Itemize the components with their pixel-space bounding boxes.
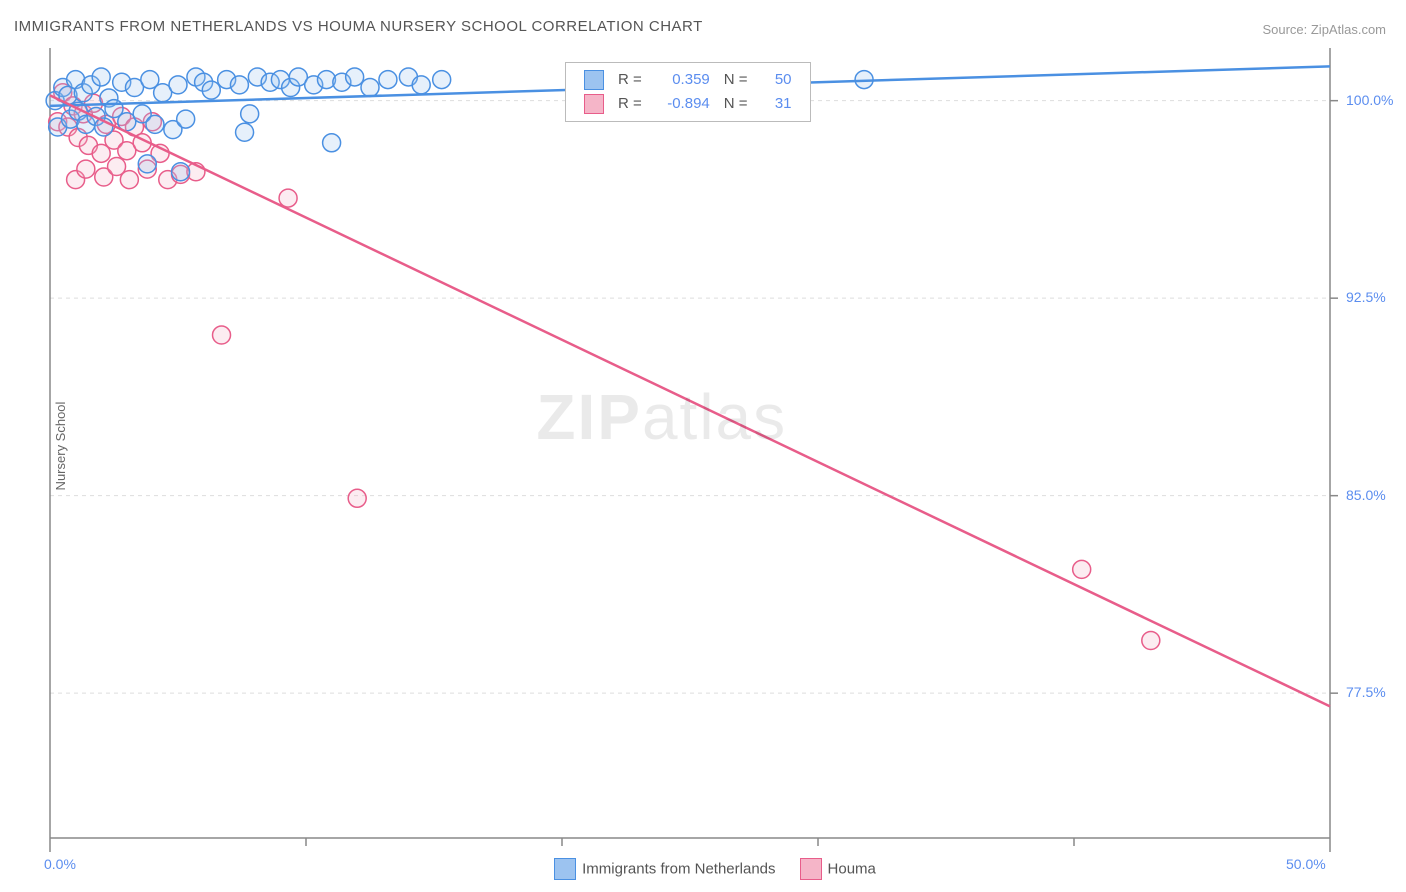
footer-legend: Immigrants from Netherlands Houma — [0, 858, 1406, 880]
x-tick-label: 50.0% — [1286, 856, 1326, 872]
y-tick-label: 85.0% — [1346, 487, 1386, 503]
legend-label: Houma — [828, 861, 876, 878]
legend-swatch — [554, 858, 576, 880]
legend-swatch — [584, 94, 604, 114]
correlation-chart — [0, 0, 1406, 892]
y-tick-label: 92.5% — [1346, 289, 1386, 305]
stats-legend-box: R =0.359N =50R =-0.894N =31 — [565, 62, 811, 122]
legend-swatch — [800, 858, 822, 880]
y-tick-label: 77.5% — [1346, 684, 1386, 700]
legend-label: Immigrants from Netherlands — [582, 861, 775, 878]
x-tick-label: 0.0% — [44, 856, 76, 872]
legend-swatch — [584, 70, 604, 90]
y-tick-label: 100.0% — [1346, 92, 1393, 108]
